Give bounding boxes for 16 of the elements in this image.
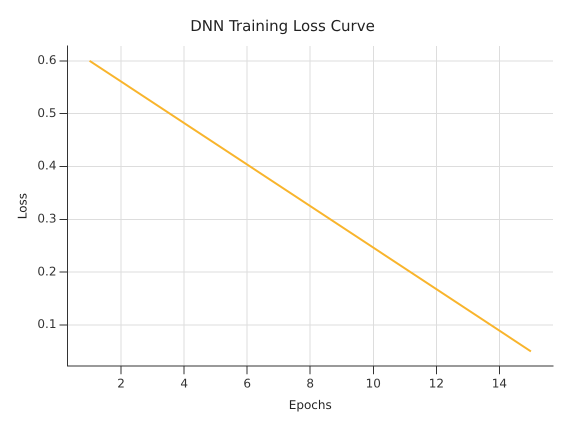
y-tick-label: 0.2 xyxy=(37,264,56,278)
y-tick-label: 0.1 xyxy=(37,317,56,332)
y-tick-label: 0.5 xyxy=(37,106,56,120)
y-tick-label: 0.3 xyxy=(37,211,56,226)
y-tick-label: 0.4 xyxy=(37,158,56,173)
y-tick-label: 0.6 xyxy=(37,52,56,67)
x-tick-label: 14 xyxy=(492,376,508,391)
x-tick-label: 6 xyxy=(243,376,252,391)
x-axis-title: Epochs xyxy=(288,398,332,412)
chart-title: DNN Training Loss Curve xyxy=(190,16,375,35)
x-tick-label: 10 xyxy=(366,376,381,391)
x-tick-label: 4 xyxy=(180,376,188,391)
y-axis-title: Loss xyxy=(15,192,30,220)
x-tick-label: 8 xyxy=(306,376,314,391)
x-tick-label: 12 xyxy=(428,376,444,391)
x-tick-label: 2 xyxy=(117,376,125,391)
